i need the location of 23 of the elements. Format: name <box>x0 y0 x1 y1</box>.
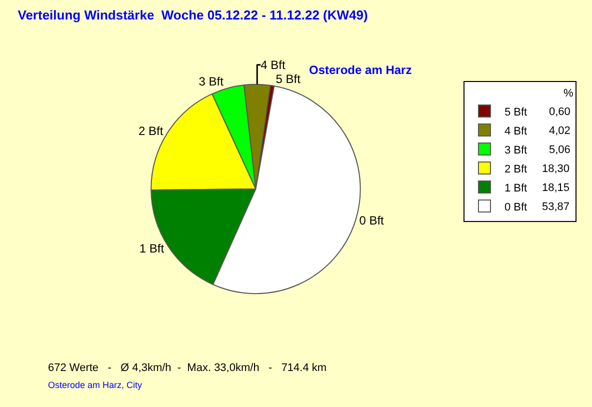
data-label: 18,30 <box>542 163 570 175</box>
legend-label: 3 Bft <box>504 144 528 156</box>
legend-label: 4 Bft <box>504 125 528 138</box>
slice-label: 0 Bft <box>359 213 385 228</box>
slice-label: 1 Bft <box>139 241 165 256</box>
legend-label: 2 Bft <box>504 163 528 176</box>
data-label: 0,60 <box>549 106 570 118</box>
legend-label: 1 Bft <box>504 182 528 194</box>
slice-label: 4 Bft <box>260 58 286 72</box>
data-label: 5,06 <box>549 144 570 156</box>
slice-label: 3 Bft <box>198 74 224 89</box>
data-label: 18,15 <box>542 182 570 194</box>
text: Osterode am Harz, City <box>48 380 143 390</box>
legend-label: 5 Bft <box>504 106 528 118</box>
slice-label: 2 Bft <box>138 124 164 138</box>
chart-title: Verteilung Windstärke Woche 05.12.22 - 11.12.22 (KW49) <box>18 7 368 22</box>
slice-label: 5 Bft <box>276 72 302 86</box>
data-label: 4,02 <box>549 125 570 137</box>
legend-title: % <box>563 88 574 100</box>
legend-label: 0 Bft <box>504 201 528 214</box>
chart-subtitle: Osterode am Harz <box>309 63 412 77</box>
text: 672 Werte - Ø 4,3km/h - Max. 33,0km/h - 714.4 km <box>48 362 327 374</box>
data-label: 53,87 <box>542 201 570 213</box>
